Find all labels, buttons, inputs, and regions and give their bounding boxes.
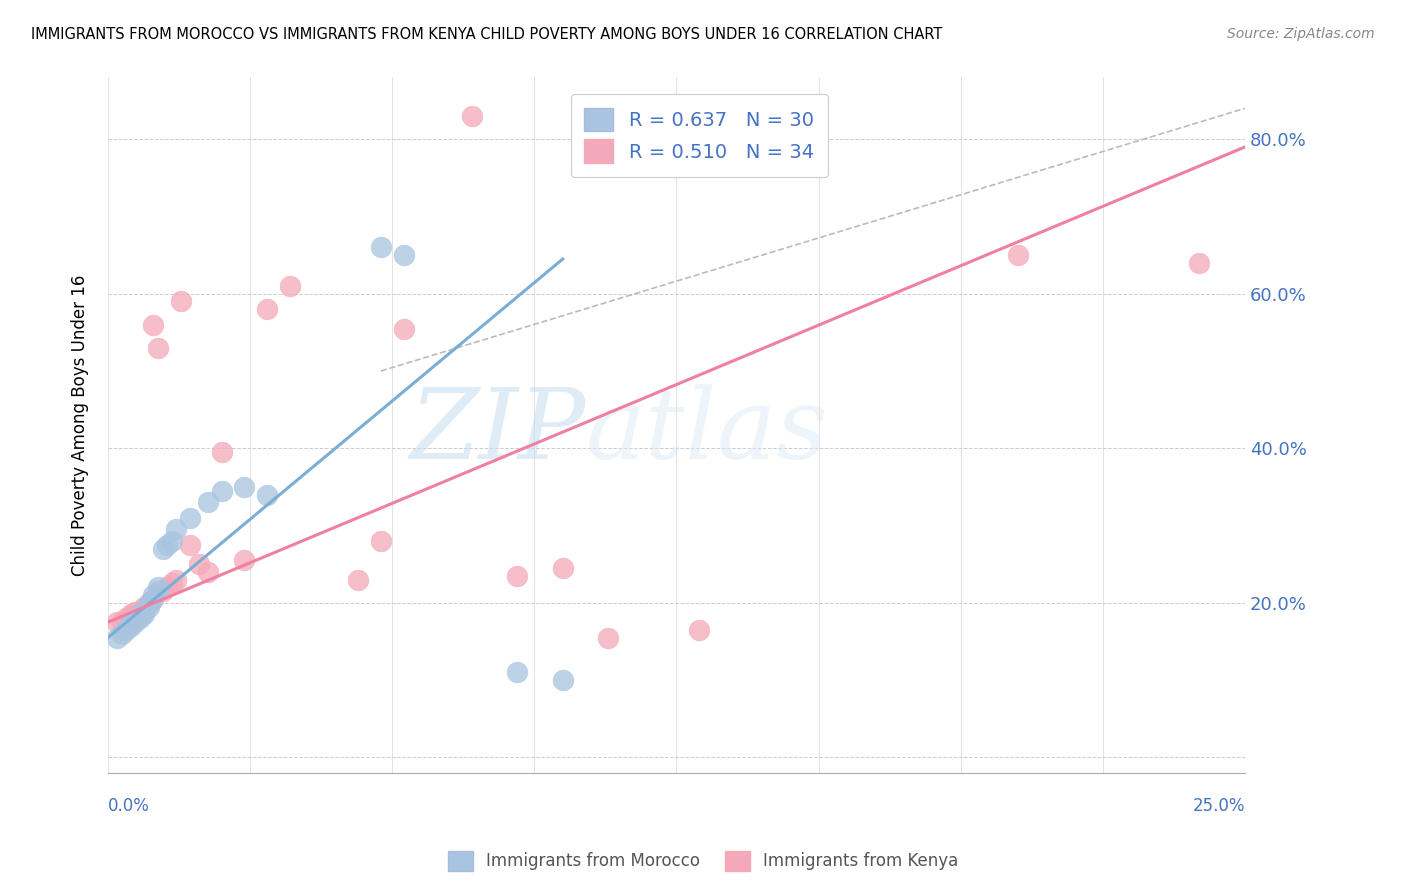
Point xyxy=(170,294,193,309)
Point xyxy=(142,591,165,606)
Point xyxy=(152,541,174,556)
Point xyxy=(256,488,278,502)
Point xyxy=(197,495,219,509)
Point xyxy=(146,580,169,594)
Point xyxy=(120,611,142,625)
Text: 0.0%: 0.0% xyxy=(108,797,150,815)
Point xyxy=(128,611,150,625)
Point xyxy=(160,534,183,549)
Point xyxy=(688,623,710,637)
Point xyxy=(197,565,219,579)
Point xyxy=(598,631,620,645)
Point xyxy=(124,605,146,619)
Point xyxy=(134,599,156,614)
Point xyxy=(506,568,529,582)
Point xyxy=(160,576,183,591)
Text: ZIP: ZIP xyxy=(409,384,585,480)
Point xyxy=(187,557,209,571)
Point xyxy=(256,302,278,317)
Text: atlas: atlas xyxy=(585,384,828,480)
Legend: Immigrants from Morocco, Immigrants from Kenya: Immigrants from Morocco, Immigrants from… xyxy=(439,842,967,880)
Point xyxy=(120,619,142,633)
Point xyxy=(392,321,415,335)
Point xyxy=(392,248,415,262)
Point xyxy=(111,615,134,629)
Point xyxy=(506,665,529,680)
Text: Source: ZipAtlas.com: Source: ZipAtlas.com xyxy=(1227,27,1375,41)
Point xyxy=(233,480,256,494)
Point xyxy=(156,580,179,594)
Point xyxy=(211,483,233,498)
Y-axis label: Child Poverty Among Boys Under 16: Child Poverty Among Boys Under 16 xyxy=(72,275,89,576)
Point xyxy=(551,561,574,575)
Point xyxy=(142,588,165,602)
Point xyxy=(134,607,156,622)
Point xyxy=(134,603,156,617)
Point xyxy=(347,573,370,587)
Legend: R = 0.637   N = 30, R = 0.510   N = 34: R = 0.637 N = 30, R = 0.510 N = 34 xyxy=(571,95,828,177)
Point xyxy=(1188,256,1211,270)
Point xyxy=(142,318,165,332)
Point xyxy=(551,673,574,687)
Point xyxy=(179,511,201,525)
Point xyxy=(138,596,160,610)
Point xyxy=(370,534,392,549)
Point xyxy=(156,538,179,552)
Point xyxy=(152,584,174,599)
Point xyxy=(211,445,233,459)
Point xyxy=(124,615,146,629)
Point xyxy=(111,626,134,640)
Point xyxy=(105,615,128,629)
Text: 25.0%: 25.0% xyxy=(1192,797,1244,815)
Point xyxy=(370,240,392,254)
Point xyxy=(165,573,187,587)
Point xyxy=(146,341,169,355)
Point xyxy=(146,584,169,599)
Text: IMMIGRANTS FROM MOROCCO VS IMMIGRANTS FROM KENYA CHILD POVERTY AMONG BOYS UNDER : IMMIGRANTS FROM MOROCCO VS IMMIGRANTS FR… xyxy=(31,27,942,42)
Point xyxy=(179,538,201,552)
Point xyxy=(233,553,256,567)
Point xyxy=(120,607,142,622)
Point xyxy=(124,613,146,627)
Point xyxy=(165,523,187,537)
Point xyxy=(120,615,142,629)
Point xyxy=(128,607,150,622)
Point xyxy=(115,623,138,637)
Point xyxy=(1007,248,1029,262)
Point xyxy=(128,603,150,617)
Point xyxy=(138,596,160,610)
Point xyxy=(115,611,138,625)
Point xyxy=(142,591,165,606)
Point xyxy=(278,279,301,293)
Point xyxy=(461,109,484,123)
Point xyxy=(105,631,128,645)
Point xyxy=(138,599,160,614)
